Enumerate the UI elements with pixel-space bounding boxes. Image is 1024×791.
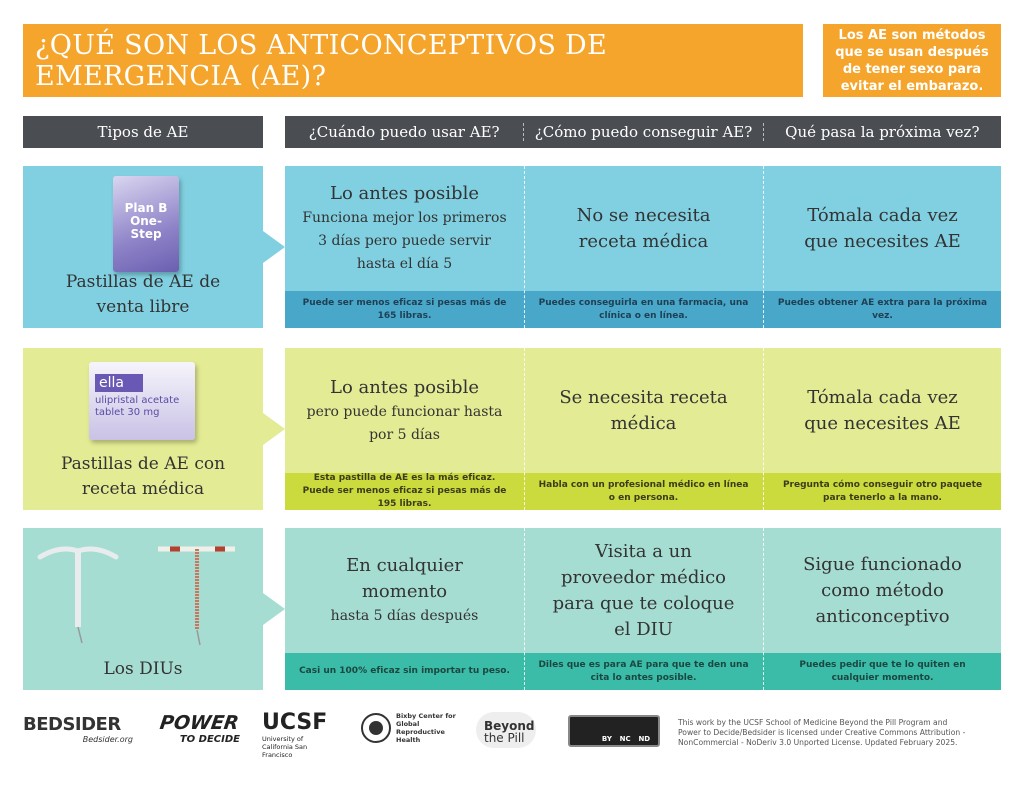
divider <box>763 528 764 690</box>
note-text: Diles que es para AE para que te den una… <box>538 659 749 683</box>
sub-text: hasta 5 días después <box>330 608 479 624</box>
main-text: Se necesita receta médica <box>559 386 728 434</box>
cell: Lo antes posible Funciona mejor los prime… <box>285 166 524 291</box>
info-box: Puede ser menos eficaz si pesas más de 1… <box>285 166 1001 328</box>
column-header: Tipos de AE <box>23 116 263 148</box>
logo-bedsider: BEDSIDER Bedsider.org <box>23 714 133 744</box>
header-bar: ¿Cuándo puedo usar AE? ¿Cómo puedo conse… <box>285 116 1001 148</box>
note-text: Puedes pedir que te lo quiten en cualqui… <box>799 659 966 683</box>
logo-power: POWER TO DECIDE <box>158 712 241 745</box>
bixby-icon <box>361 713 391 743</box>
logo-text: POWER <box>158 712 241 734</box>
pointer <box>263 231 285 263</box>
iud-art <box>37 546 235 646</box>
product-detail: ulipristal acetate tablet 30 mg <box>95 395 180 418</box>
info-box: Esta pastilla de AE es la más eficaz. Pu… <box>285 348 1001 510</box>
note-text: Casi un 100% eficaz sin importar tu peso… <box>299 666 510 676</box>
main-text: En cualquier momento <box>346 555 463 602</box>
type-box: Los DIUs <box>23 528 263 690</box>
cell: En cualquier momento hasta 5 días después <box>285 528 524 653</box>
cell: Sigue funcionado como método anticoncept… <box>763 528 1002 653</box>
main-text: No se necesita receta médica <box>576 204 711 252</box>
cc-tag: ND <box>638 735 651 743</box>
logo-text: Beyond <box>484 719 535 733</box>
logo-ucsf: UCSF University of California San Franci… <box>262 710 342 759</box>
note-band: Esta pastilla de AE es la más eficaz. Pu… <box>285 473 1001 510</box>
title: ¿QUÉ SON LOS ANTICONCEPTIVOS DE EMERGENC… <box>23 24 803 97</box>
logo-bixby: Bixby Center for Global Reproductive Hea… <box>360 712 470 744</box>
planb-box: Plan B One-Step <box>113 176 179 272</box>
product-name: ella <box>95 374 143 392</box>
note-text: Puedes obtener AE extra para la próxima … <box>777 297 988 321</box>
note-text: Pregunta cómo conseguir otro paquete par… <box>782 479 983 503</box>
header-note: Los AE son métodos que se usan después d… <box>823 24 1001 97</box>
cell: Tómala cada vez que necesites AE <box>763 166 1002 291</box>
note-text: Habla con un profesional médico en línea… <box>538 479 749 503</box>
cc-tag: BY <box>601 735 612 743</box>
column-header: Qué pasa la próxima vez? <box>762 123 1001 141</box>
main-text: Visita a un proveedor médico para que te… <box>552 540 735 640</box>
sub-text: pero puede funcionar hasta por 5 días <box>306 403 503 443</box>
column-header: ¿Cómo puedo conseguir AE? <box>523 123 762 141</box>
logo-text: TO DECIDE <box>179 734 240 745</box>
divider <box>524 166 525 328</box>
logo-url: Bedsider.org <box>82 735 133 744</box>
logo-text: BEDSIDER <box>23 714 121 735</box>
note-text: Esta pastilla de AE es la más eficaz. Pu… <box>302 473 507 509</box>
note-band: Casi un 100% eficaz sin importar tu peso… <box>285 653 1001 690</box>
main-text: Sigue funcionado como método anticoncept… <box>803 553 962 627</box>
pointer <box>263 413 285 445</box>
note-text: Puede ser menos eficaz si pesas más de 1… <box>302 297 507 321</box>
sub-text: Funciona mejor los primeros 3 días pero … <box>302 210 507 272</box>
logo-text: the Pill <box>484 731 525 745</box>
cell: No se necesita receta médica <box>524 166 763 291</box>
divider <box>763 348 764 510</box>
cell: Tómala cada vez que necesites AE <box>763 348 1002 473</box>
logo-beyond: Beyond the Pill <box>476 712 536 748</box>
logo-subtext: University of California San Francisco <box>262 735 308 759</box>
note-text: Puedes conseguirla en una farmacia, una … <box>538 297 749 321</box>
cell: Visita a un proveedor médico para que te… <box>524 528 763 653</box>
divider <box>524 528 525 690</box>
cc-tag: NC <box>619 735 631 743</box>
logo-text: UCSF <box>262 710 328 735</box>
type-label: Pastillas de AE de venta libre <box>65 272 221 317</box>
cell: Se necesita receta médica <box>524 348 763 473</box>
license: This work by the UCSF School of Medicine… <box>678 718 966 747</box>
product-name: Plan B One-Step <box>124 201 168 241</box>
main-text: Tómala cada vez que necesites AE <box>804 204 961 252</box>
note-band: Puede ser menos eficaz si pesas más de 1… <box>285 291 1001 328</box>
ella-box: ella ulipristal acetate tablet 30 mg <box>89 362 195 440</box>
type-label: Pastillas de AE con receta médica <box>60 454 226 499</box>
main-text: Lo antes posible <box>330 183 479 204</box>
pointer <box>263 593 285 625</box>
divider <box>524 348 525 510</box>
main-text: Tómala cada vez que necesites AE <box>804 386 961 434</box>
info-box: Casi un 100% eficaz sin importar tu peso… <box>285 528 1001 690</box>
main-text: Lo antes posible <box>330 376 479 398</box>
divider <box>763 166 764 328</box>
logo-text: Bixby Center for Global Reproductive Hea… <box>396 712 456 744</box>
column-header: ¿Cuándo puedo usar AE? <box>308 123 500 141</box>
logo-cc: BY NC ND <box>568 715 660 747</box>
cell: Lo antes posible pero puede funcionar has… <box>285 348 524 473</box>
type-label: Los DIUs <box>103 659 183 679</box>
